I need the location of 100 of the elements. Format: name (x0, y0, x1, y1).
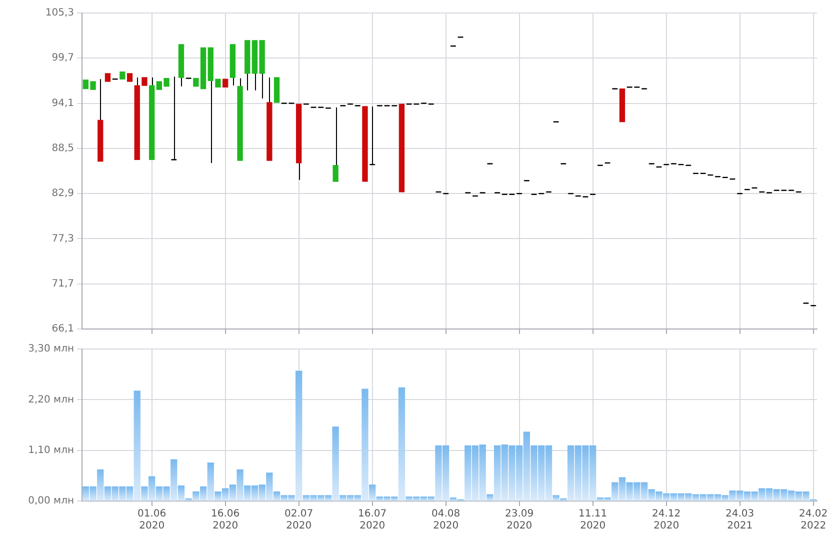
bar (346, 495, 354, 501)
bar (567, 445, 574, 501)
bar (302, 495, 310, 501)
bar (222, 488, 229, 501)
bar (707, 494, 714, 501)
bar (310, 495, 317, 501)
bar (626, 482, 633, 501)
x-tick-label: 24.03 2021 (726, 508, 754, 532)
x-tick-label: 23.09 2020 (505, 508, 534, 532)
bar (112, 486, 118, 501)
y-tick-label: 66,1 (52, 324, 74, 335)
bar (516, 445, 523, 501)
bar (435, 445, 442, 501)
bar (780, 489, 788, 501)
bar (648, 489, 655, 501)
bar (685, 493, 692, 501)
y-tick-label: 94,1 (52, 98, 74, 109)
bar (530, 445, 538, 501)
candlestick (332, 106, 338, 182)
bar (508, 445, 516, 501)
bar (384, 496, 390, 501)
x-tick-label: 02.07 2020 (284, 508, 314, 532)
bar (214, 491, 222, 501)
candlestick (170, 76, 177, 160)
bar (318, 495, 324, 501)
bar (97, 469, 104, 501)
bar (119, 486, 126, 501)
bar (280, 495, 288, 501)
x-tick-label: 01.06 2020 (138, 508, 166, 532)
y-tick-label: 71,7 (52, 278, 74, 290)
bar (450, 497, 457, 501)
bar (236, 469, 244, 501)
bar (332, 426, 339, 501)
bar (244, 485, 251, 501)
bar (722, 495, 728, 501)
bar (148, 476, 156, 501)
bar (766, 488, 773, 501)
bar (678, 493, 684, 501)
bar (618, 477, 626, 501)
bar (185, 498, 192, 501)
bar (398, 387, 406, 501)
bar (354, 495, 361, 501)
y-tick-label: 99,7 (52, 52, 74, 64)
bar (574, 445, 582, 501)
bar (692, 494, 700, 501)
bar (464, 445, 472, 501)
y-tick-label: 82,9 (52, 188, 74, 200)
bar (662, 493, 670, 501)
bar (126, 486, 134, 501)
bar (545, 445, 552, 501)
bar (479, 444, 486, 501)
bar (340, 495, 346, 501)
bar (788, 490, 795, 501)
bar (582, 445, 589, 501)
bar (324, 495, 332, 501)
bar (200, 486, 207, 501)
bar (442, 445, 450, 501)
bar (501, 444, 508, 501)
bar (362, 388, 368, 501)
bar (266, 472, 273, 501)
bar (795, 491, 802, 501)
bar (758, 488, 766, 501)
x-tick-label: 11.11 2020 (578, 508, 608, 532)
bar (406, 496, 412, 501)
bar (420, 496, 428, 501)
bar (141, 486, 148, 501)
bar (391, 496, 398, 501)
bar (273, 491, 280, 501)
bar (258, 484, 266, 501)
bar (700, 494, 706, 501)
bar (192, 491, 200, 501)
bar (751, 491, 758, 501)
y-tick-label: 88,5 (52, 143, 74, 154)
bar (729, 490, 736, 501)
bar (163, 486, 170, 501)
bar (744, 491, 751, 501)
bar (634, 482, 640, 501)
bar (413, 496, 420, 501)
bar (538, 445, 545, 501)
bar (523, 432, 530, 501)
x-tick-label: 16.06 2020 (211, 508, 240, 532)
y-tick-label: 2,20 млн (28, 394, 74, 406)
x-tick-label: 24.02 2022 (799, 508, 828, 532)
bar (368, 484, 376, 501)
bar (376, 496, 384, 501)
y-tick-label: 77,3 (52, 233, 74, 244)
bar (472, 445, 479, 501)
bar (596, 497, 604, 501)
bar (207, 462, 214, 501)
bar (589, 445, 596, 501)
bar (656, 491, 662, 501)
bar (552, 495, 560, 501)
x-tick-label: 04.08 2020 (432, 508, 460, 532)
bar (178, 485, 185, 501)
bar (104, 486, 112, 501)
bar (736, 490, 744, 501)
bar (288, 495, 295, 501)
bar (90, 486, 96, 501)
y-tick-label: 1,10 млн (28, 444, 74, 456)
bar (802, 491, 810, 501)
